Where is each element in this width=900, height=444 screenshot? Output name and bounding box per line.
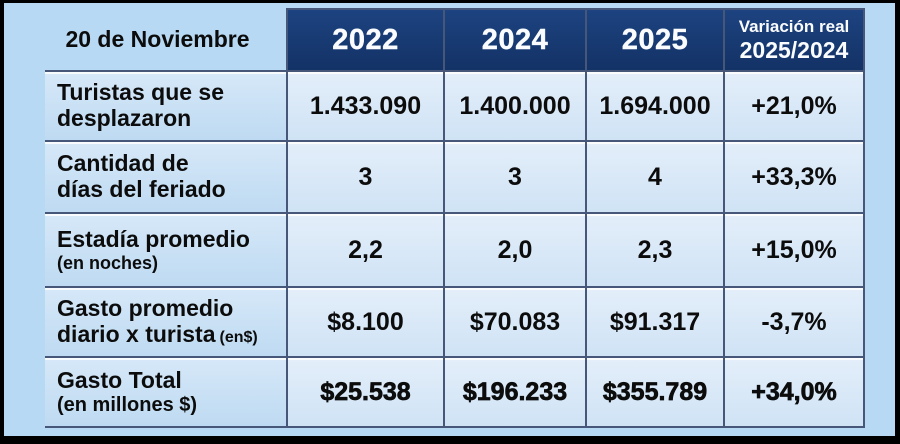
row-label-suffix: (en$) (219, 329, 258, 346)
row-label-line1: Turistas que se (57, 79, 225, 106)
value-dias-2024: 3 (443, 142, 585, 214)
row-label-line2: (en millones $) (57, 393, 198, 416)
table-title: 20 de Noviembre (45, 8, 286, 72)
tourism-stats-table: 20 de Noviembre 2022 2024 2025 Variación… (45, 8, 865, 428)
value-gasto-total-2022: $25.538 (286, 358, 443, 428)
variation-gasto-promedio: -3,7% (723, 288, 865, 358)
row-label-line2: (en noches) (57, 252, 159, 273)
row-label-estadia: Estadía promedio (en noches) (45, 214, 286, 288)
value-gasto-promedio-2022: $8.100 (286, 288, 443, 358)
row-label-line2: días del feriado (57, 176, 226, 202)
year-header-2024: 2024 (443, 8, 585, 72)
value-gasto-total-2024: $196.233 (443, 358, 585, 428)
value-gasto-promedio-2024: $70.083 (443, 288, 585, 358)
value-estadia-2025: 2,3 (585, 214, 723, 288)
value-gasto-total-2025: $355.789 (585, 358, 723, 428)
row-label-line1: Gasto promedio (57, 295, 234, 322)
row-label-gasto-total: Gasto Total (en millones $) (45, 358, 286, 428)
variation-header-line1: Variación real (738, 17, 850, 36)
value-estadia-2024: 2,0 (443, 214, 585, 288)
row-label-line1: Cantidad de (57, 150, 189, 177)
variation-header: Variación real 2025/2024 (723, 8, 865, 72)
row-label-dias-feriado: Cantidad de días del feriado (45, 142, 286, 214)
row-label-line2: diario x turista (en$) (57, 321, 258, 348)
variation-header-line2: 2025/2024 (739, 36, 849, 63)
variation-dias: +33,3% (723, 142, 865, 214)
value-gasto-promedio-2025: $91.317 (585, 288, 723, 358)
value-estadia-2022: 2,2 (286, 214, 443, 288)
year-header-2025: 2025 (585, 8, 723, 72)
variation-gasto-total: +34,0% (723, 358, 865, 428)
value-turistas-2022: 1.433.090 (286, 72, 443, 142)
year-header-2022: 2022 (286, 8, 443, 72)
row-label-turistas: Turistas que se desplazaron (45, 72, 286, 142)
value-turistas-2024: 1.400.000 (443, 72, 585, 142)
value-dias-2025: 4 (585, 142, 723, 214)
variation-turistas: +21,0% (723, 72, 865, 142)
row-label-gasto-promedio: Gasto promedio diario x turista (en$) (45, 288, 286, 358)
variation-estadia: +15,0% (723, 214, 865, 288)
value-dias-2022: 3 (286, 142, 443, 214)
row-label-line1: Gasto Total (57, 366, 182, 393)
row-label-line1: Estadía promedio (57, 226, 250, 253)
row-label-line2-text: diario x turista (57, 321, 216, 347)
row-label-line2: desplazaron (57, 105, 192, 131)
value-turistas-2025: 1.694.000 (585, 72, 723, 142)
